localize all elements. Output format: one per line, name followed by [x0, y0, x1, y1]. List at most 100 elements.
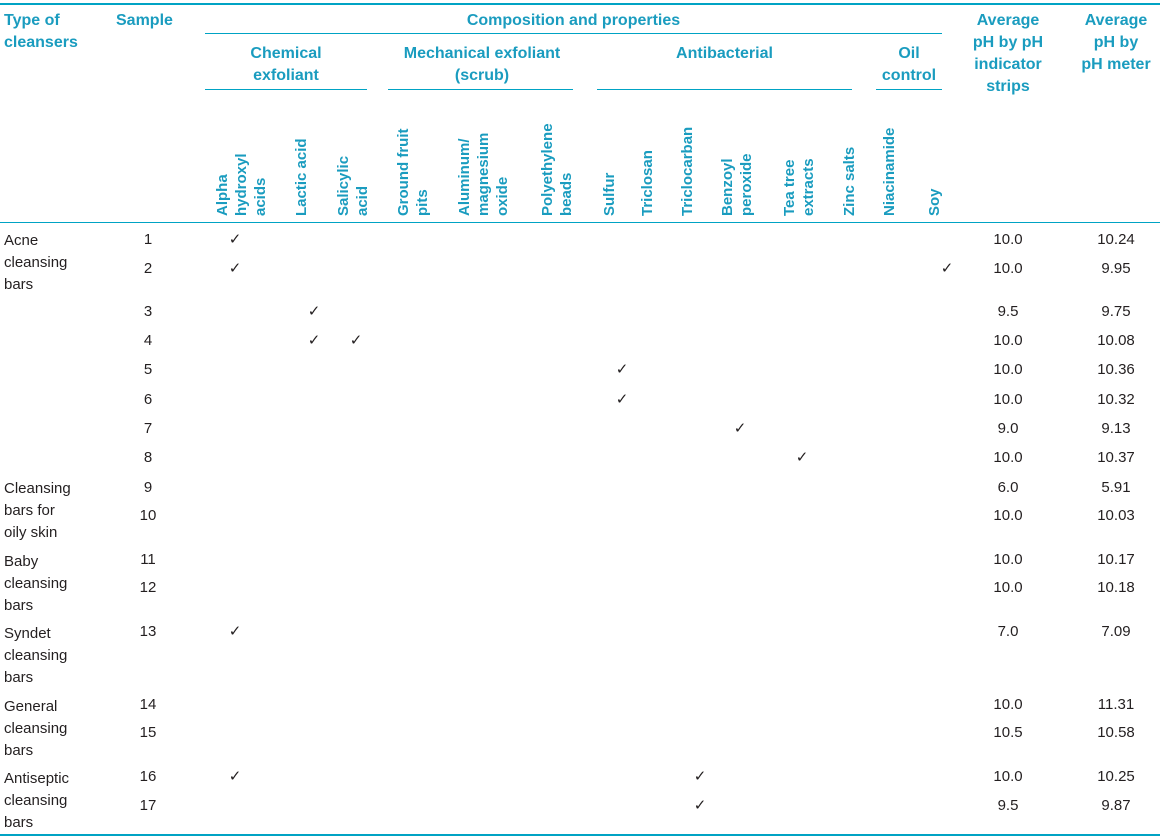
ingredient-header: Sulfur	[601, 172, 618, 216]
type-header: Type of cleansers	[4, 12, 78, 51]
check-mark: ✓	[349, 332, 363, 349]
cleanser-type-label: Antiseptic cleansing bars	[4, 770, 70, 831]
composition-rule	[205, 33, 942, 34]
sample-number: 3	[143, 303, 153, 320]
mechanical-exfoliant-header: Mechanical exfoliant (scrub)	[403, 45, 561, 84]
ingredient-header: Lactic acid	[293, 138, 310, 216]
avg-ph-meter-value: 10.37	[1097, 449, 1135, 466]
ingredient-header: Zinc salts	[841, 146, 858, 216]
header-bottom-rule	[0, 222, 1160, 223]
chemical-exfoliant-header: Chemical exfoliant	[250, 45, 322, 84]
avg-ph-meter-header: Average pH by pH meter	[1081, 12, 1151, 73]
avg-ph-meter-value: 9.87	[1101, 797, 1131, 814]
sample-number: 5	[143, 361, 153, 378]
ingredient-header: Alpha hydroxyl acids	[214, 153, 269, 216]
check-mark: ✓	[228, 231, 242, 248]
avg-ph-strips-value: 10.0	[993, 260, 1023, 277]
check-mark: ✓	[228, 623, 242, 640]
sample-number: 8	[143, 449, 153, 466]
top-rule	[0, 3, 1160, 5]
check-mark: ✓	[615, 391, 629, 408]
antibacterial-header: Antibacterial	[676, 45, 773, 62]
ingredient-header: Soy	[926, 188, 943, 216]
avg-ph-strips-value: 10.0	[993, 696, 1023, 713]
avg-ph-strips-value: 10.0	[993, 551, 1023, 568]
avg-ph-meter-value: 7.09	[1101, 623, 1131, 640]
avg-ph-strips-value: 9.5	[997, 303, 1019, 320]
avg-ph-meter-value: 10.08	[1097, 332, 1135, 349]
bottom-rule	[0, 834, 1160, 836]
avg-ph-strips-value: 10.0	[993, 391, 1023, 408]
avg-ph-meter-value: 10.18	[1097, 579, 1135, 596]
check-mark: ✓	[615, 361, 629, 378]
check-mark: ✓	[228, 260, 242, 277]
avg-ph-meter-value: 10.17	[1097, 551, 1135, 568]
sample-number: 4	[143, 332, 153, 349]
avg-ph-meter-value: 10.36	[1097, 361, 1135, 378]
sample-number: 12	[139, 579, 157, 596]
check-mark: ✓	[307, 332, 321, 349]
avg-ph-strips-value: 10.5	[993, 724, 1023, 741]
ingredient-header: Aluminum/ magnesium oxide	[456, 132, 511, 216]
avg-ph-meter-value: 10.32	[1097, 391, 1135, 408]
check-mark: ✓	[307, 303, 321, 320]
avg-ph-meter-value: 5.91	[1101, 479, 1131, 496]
sample-number: 17	[139, 797, 157, 814]
sample-number: 16	[139, 768, 157, 785]
avg-ph-strips-value: 7.0	[997, 623, 1019, 640]
check-mark: ✓	[733, 420, 747, 437]
sample-header: Sample	[116, 12, 173, 29]
avg-ph-strips-value: 10.0	[993, 361, 1023, 378]
mechanical-rule	[388, 89, 573, 90]
sample-number: 14	[139, 696, 157, 713]
check-mark: ✓	[693, 768, 707, 785]
avg-ph-meter-value: 9.13	[1101, 420, 1131, 437]
avg-ph-meter-value: 10.25	[1097, 768, 1135, 785]
check-mark: ✓	[228, 768, 242, 785]
sample-number: 1	[143, 231, 153, 248]
sample-number: 13	[139, 623, 157, 640]
ingredient-header: Salicylic acid	[335, 155, 371, 216]
oil-control-header: Oil control	[881, 45, 937, 84]
avg-ph-strips-header: Average pH by pH indicator strips	[972, 12, 1044, 95]
antibacterial-rule	[597, 89, 852, 90]
sample-number: 6	[143, 391, 153, 408]
cleanser-type-label: General cleansing bars	[4, 698, 68, 759]
ingredient-header: Niacinamide	[881, 127, 898, 216]
avg-ph-strips-value: 10.0	[993, 332, 1023, 349]
check-mark: ✓	[795, 449, 809, 466]
composition-header: Composition and properties	[466, 12, 681, 29]
avg-ph-strips-value: 10.0	[993, 579, 1023, 596]
avg-ph-meter-value: 9.75	[1101, 303, 1131, 320]
sample-number: 9	[143, 479, 153, 496]
ingredient-header: Triclocarban	[679, 126, 696, 216]
avg-ph-strips-value: 10.0	[993, 231, 1023, 248]
ingredient-header: Triclosan	[639, 150, 656, 216]
avg-ph-strips-value: 10.0	[993, 449, 1023, 466]
ingredient-header: Benzoyl peroxide	[719, 153, 755, 216]
sample-number: 11	[140, 551, 156, 568]
cleanser-type-label: Baby cleansing bars	[4, 553, 68, 614]
ingredient-header: Tea tree extracts	[781, 158, 817, 216]
ingredient-header: Polyethylene beads	[539, 123, 575, 216]
chemical-rule	[205, 89, 367, 90]
avg-ph-meter-value: 10.58	[1097, 724, 1135, 741]
avg-ph-meter-value: 10.03	[1097, 507, 1135, 524]
ingredient-header: Ground fruit pits	[395, 128, 431, 216]
sample-number: 10	[139, 507, 157, 524]
oil-rule	[876, 89, 942, 90]
avg-ph-meter-value: 11.31	[1097, 696, 1135, 713]
cleanser-type-label: Cleansing bars for oily skin	[4, 480, 71, 541]
avg-ph-meter-value: 10.24	[1097, 231, 1135, 248]
cleanser-type-label: Acne cleansing bars	[4, 232, 68, 293]
avg-ph-meter-value: 9.95	[1101, 260, 1131, 277]
check-mark: ✓	[693, 797, 707, 814]
avg-ph-strips-value: 9.0	[997, 420, 1019, 437]
cleanser-type-label: Syndet cleansing bars	[4, 625, 68, 686]
sample-number: 2	[143, 260, 153, 277]
sample-number: 15	[139, 724, 157, 741]
sample-number: 7	[143, 420, 153, 437]
avg-ph-strips-value: 10.0	[993, 768, 1023, 785]
avg-ph-strips-value: 9.5	[997, 797, 1019, 814]
